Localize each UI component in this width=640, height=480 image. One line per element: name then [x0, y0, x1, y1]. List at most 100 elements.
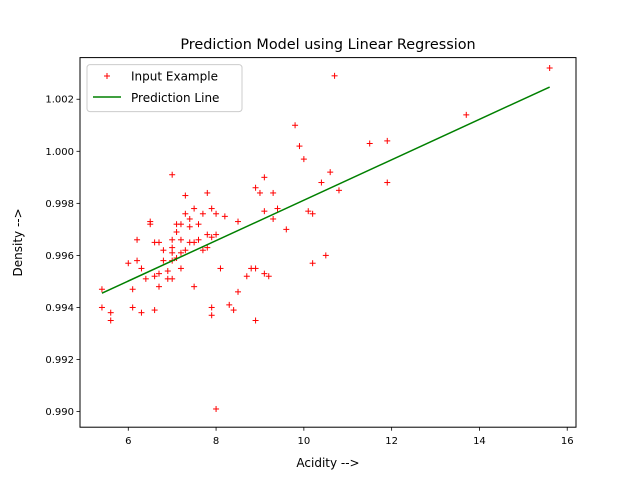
data-point [213, 231, 220, 238]
data-point [217, 265, 224, 272]
plot-frame [79, 57, 577, 428]
data-point [169, 244, 176, 251]
data-point [151, 307, 158, 314]
data-point [191, 205, 198, 212]
data-point [142, 275, 149, 282]
y-tick-label: 0.996 [45, 251, 74, 262]
x-tick-label: 16 [561, 436, 574, 447]
y-tick-label: 1.002 [45, 95, 74, 106]
legend-marker-input-example [104, 73, 110, 79]
data-point [182, 210, 189, 217]
data-point [199, 247, 206, 254]
data-point [195, 221, 202, 228]
data-point [156, 270, 163, 277]
data-point [177, 236, 184, 243]
data-point [283, 226, 290, 233]
y-tick-label: 1.000 [45, 147, 74, 158]
data-point [195, 236, 202, 243]
x-axis: 6 8 10 12 14 16 [125, 427, 574, 447]
data-point [156, 239, 163, 246]
data-point [309, 260, 316, 267]
data-point [208, 312, 215, 319]
data-point [169, 249, 176, 256]
data-point [208, 234, 215, 241]
data-point [191, 283, 198, 290]
data-point [261, 208, 268, 215]
data-point [335, 187, 342, 194]
data-point [129, 304, 136, 311]
prediction-line [101, 86, 550, 294]
data-point [138, 265, 145, 272]
data-point [147, 221, 154, 228]
x-tick-label: 12 [385, 436, 398, 447]
data-point [204, 231, 211, 238]
x-axis-label: Acidity --> [296, 456, 359, 470]
y-tick-label: 0.990 [45, 407, 74, 418]
legend-label-prediction-line: Prediction Line [131, 91, 219, 105]
data-point [384, 137, 391, 144]
data-point [156, 283, 163, 290]
data-point [546, 65, 553, 72]
data-point [186, 223, 193, 230]
data-point [204, 244, 211, 251]
data-point [173, 228, 180, 235]
data-point [318, 179, 325, 186]
data-point [235, 288, 242, 295]
data-point [265, 273, 272, 280]
data-point [261, 174, 268, 181]
data-point [177, 249, 184, 256]
data-point [182, 192, 189, 199]
data-point [151, 273, 158, 280]
data-point [213, 405, 220, 412]
x-tick-label: 14 [473, 436, 486, 447]
data-point [256, 189, 263, 196]
data-point [274, 205, 281, 212]
data-point [160, 257, 167, 264]
data-point [252, 265, 259, 272]
data-point [384, 179, 391, 186]
legend-label-input-example: Input Example [131, 70, 218, 84]
data-point [261, 270, 268, 277]
y-tick-label: 0.998 [45, 199, 74, 210]
data-point [186, 215, 193, 222]
legend: Input Example Prediction Line [86, 64, 243, 113]
y-tick-label: 0.992 [45, 355, 74, 366]
data-point [300, 156, 307, 163]
data-point [177, 221, 184, 228]
data-point [125, 260, 132, 267]
data-point [169, 236, 176, 243]
x-tick-label: 8 [213, 436, 219, 447]
data-point [322, 252, 329, 259]
data-point [208, 205, 215, 212]
data-point [305, 208, 312, 215]
data-point [221, 213, 228, 220]
legend-box [86, 64, 243, 113]
data-point [129, 286, 136, 293]
data-point [138, 309, 145, 316]
data-point [208, 304, 215, 311]
y-axis-label: Density --> [11, 208, 25, 276]
data-point [204, 189, 211, 196]
data-point [230, 307, 237, 314]
data-point [107, 317, 114, 324]
data-point [252, 184, 259, 191]
data-point [243, 273, 250, 280]
data-point [134, 257, 141, 264]
data-point [270, 189, 277, 196]
data-point [213, 210, 220, 217]
data-point [182, 247, 189, 254]
x-tick-label: 10 [297, 436, 310, 447]
x-tick-label: 6 [125, 436, 131, 447]
y-axis: 0.990 0.992 0.994 0.996 0.998 1.000 1.002 [45, 95, 80, 418]
data-point [292, 122, 299, 129]
data-point [226, 301, 233, 308]
data-point [327, 169, 334, 176]
legend-plus-marker [104, 73, 110, 79]
data-point [331, 72, 338, 79]
series-layer [98, 65, 553, 412]
data-point [160, 247, 167, 254]
data-point [169, 171, 176, 178]
data-point [270, 215, 277, 222]
data-point [366, 140, 373, 147]
